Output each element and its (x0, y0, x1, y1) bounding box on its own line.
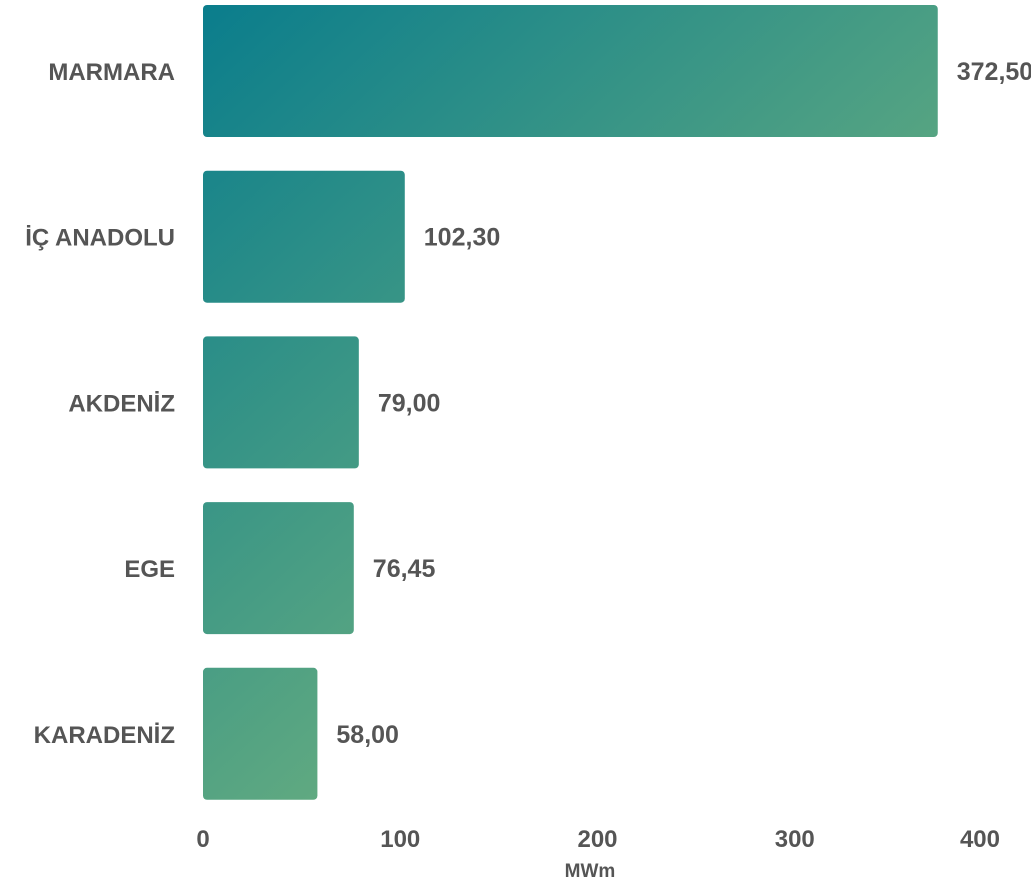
x-tick-label-0: 0 (196, 826, 209, 853)
value-label-4: 76,45 (373, 555, 436, 583)
bar-5 (203, 667, 318, 800)
value-label-3: 79,00 (378, 389, 441, 417)
category-label-3: AKDENİZ (68, 390, 175, 417)
value-labels: 372,50 102,30 79,00 76,45 58,00 (336, 58, 1031, 749)
bar-1 (203, 5, 938, 137)
value-label-1: 372,50 (957, 58, 1031, 86)
x-axis-title: MWm (565, 861, 616, 882)
value-label-5: 58,00 (336, 721, 399, 749)
value-label-2: 102,30 (424, 224, 500, 252)
bars-group (203, 5, 938, 800)
bar-4 (203, 502, 354, 635)
bar-2 (203, 170, 405, 303)
category-label-4: EGE (124, 556, 175, 583)
x-tick-label-4: 400 (960, 826, 1000, 853)
category-labels: MARMARA İÇ ANADOLU AKDENİZ EGE KARADENİZ (25, 59, 175, 749)
x-tick-label-1: 100 (380, 826, 420, 853)
category-label-1: MARMARA (48, 59, 175, 86)
x-tick-label-2: 200 (577, 826, 617, 853)
x-tick-label-3: 300 (775, 826, 815, 853)
x-axis-ticks: 0 100 200 300 400 (196, 826, 1000, 853)
bar-3 (203, 336, 359, 469)
category-label-2: İÇ ANADOLU (25, 225, 175, 252)
category-label-5: KARADENİZ (34, 722, 175, 749)
